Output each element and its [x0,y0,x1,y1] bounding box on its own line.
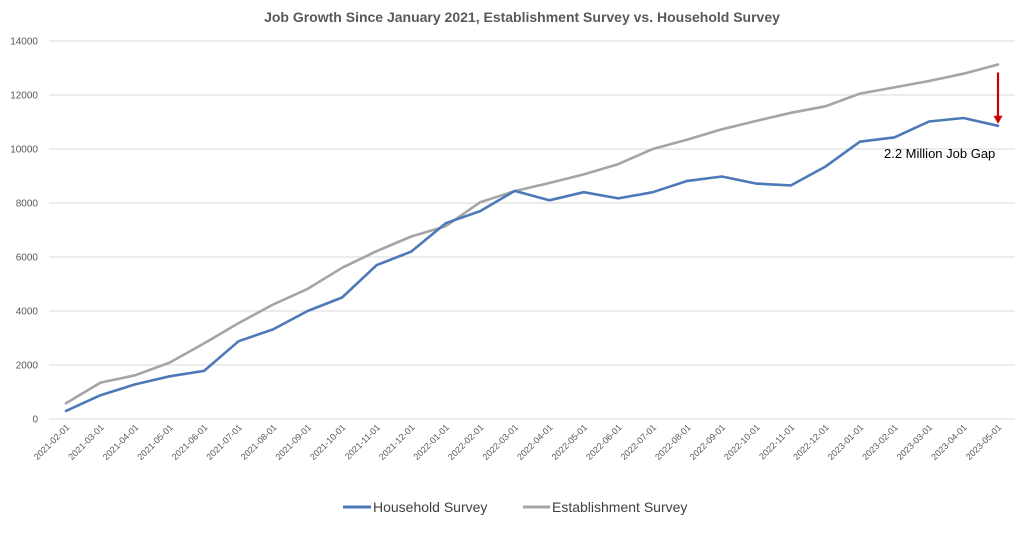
x-tick-label: 2022-04-01 [515,422,555,462]
x-tick-label: 2021-11-01 [343,422,382,461]
gap-arrow-head [993,115,1003,124]
x-tick-label: 2021-08-01 [239,422,279,462]
x-axis-tick-labels: 2021-02-012021-03-012021-04-012021-05-01… [32,422,1004,462]
gridlines [49,40,1015,420]
y-tick-label: 4000 [16,307,39,318]
x-tick-label: 2021-10-01 [308,422,348,462]
x-tick-label: 2022-12-01 [791,422,831,462]
x-tick-label: 2021-03-01 [66,422,106,462]
x-tick-label: 2022-10-01 [722,422,762,462]
x-tick-label: 2021-06-01 [170,422,210,462]
y-tick-label: 2000 [16,361,39,372]
x-tick-label: 2022-05-01 [550,422,590,462]
x-tick-label: 2022-07-01 [619,422,659,462]
x-tick-label: 2023-04-01 [929,422,969,462]
annotation-group: 2.2 Million Job Gap [884,72,1003,161]
x-tick-label: 2023-03-01 [895,422,935,462]
x-tick-label: 2023-01-01 [826,422,866,462]
x-tick-label: 2022-08-01 [653,422,693,462]
x-tick-label: 2022-03-01 [481,422,521,462]
x-tick-label: 2021-12-01 [377,422,417,462]
series-lines [64,63,1000,413]
x-tick-label: 2023-05-01 [964,422,1004,462]
y-tick-label: 6000 [16,253,39,264]
x-tick-label: 2022-06-01 [584,422,624,462]
gap-annotation-label: 2.2 Million Job Gap [884,146,995,161]
y-tick-label: 14000 [10,37,38,48]
x-tick-label: 2021-07-01 [204,422,244,462]
legend: Household Survey Establishment Survey [343,499,687,515]
y-tick-label: 8000 [16,199,39,210]
x-tick-label: 2022-09-01 [688,422,728,462]
x-tick-label: 2021-04-01 [101,422,141,462]
x-tick-label: 2022-11-01 [757,422,796,461]
legend-label-household: Household Survey [373,499,487,515]
series-line-household [64,116,1000,413]
x-tick-label: 2022-01-01 [411,422,451,462]
x-tick-label: 2021-09-01 [273,422,313,462]
x-tick-label: 2023-02-01 [860,422,900,462]
x-tick-label: 2021-05-01 [135,422,175,462]
y-tick-label: 12000 [10,91,38,102]
series-line-establishment [64,63,1000,405]
y-axis-tick-labels: 0 2000 4000 6000 8000 10000 12000 14000 [10,37,38,426]
y-tick-label: 0 [32,415,38,426]
legend-label-establishment: Establishment Survey [552,499,687,515]
chart-title: Job Growth Since January 2021, Establish… [264,9,780,25]
x-tick-label: 2022-02-01 [446,422,486,462]
y-tick-label: 10000 [10,145,38,156]
x-tick-label: 2021-02-01 [32,422,72,462]
